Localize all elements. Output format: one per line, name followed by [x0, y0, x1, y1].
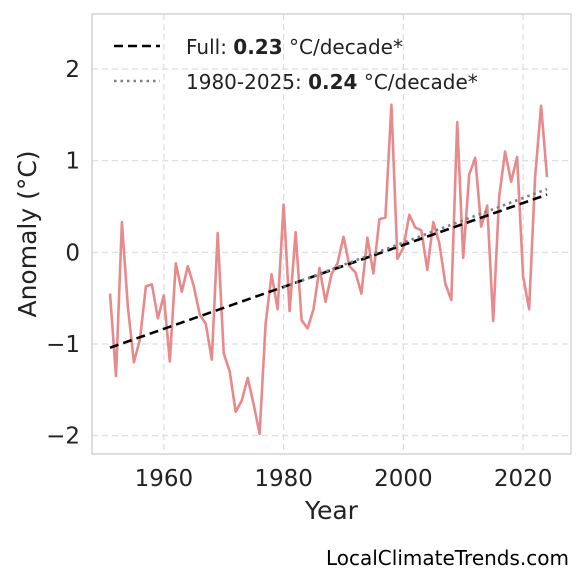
x-tick-label: 1980: [254, 466, 313, 492]
y-axis-title: Anomaly (°C): [13, 150, 42, 317]
series-layer: [108, 103, 549, 436]
x-tick-label: 2000: [374, 466, 433, 492]
chart: 1960 1980 2000 2020 −2 −1 0 1 2 Year Anomaly (°C…: [13, 13, 572, 525]
legend: Full: 0.23 °C/decade* 1980-2025: 0.24 °C…: [114, 35, 478, 94]
footer-credit: LocalClimateTrends.com: [325, 546, 569, 570]
grid-lines: [92, 14, 571, 454]
legend-full-unit: °C/decade*: [289, 35, 403, 59]
legend-recent-name: 1980-2025:: [186, 70, 302, 94]
x-tick-label: 1960: [135, 466, 194, 492]
legend-entry-recent: 1980-2025: 0.24 °C/decade*: [186, 70, 478, 94]
x-axis-title: Year: [304, 496, 359, 525]
y-tick-label: 2: [65, 57, 80, 83]
plot-frame: [91, 13, 572, 455]
legend-full-rate: 0.23: [233, 35, 282, 59]
legend-entry-full: Full: 0.23 °C/decade*: [186, 35, 403, 59]
y-tick-label: −1: [46, 332, 80, 358]
anomaly-line: [108, 103, 549, 436]
y-tick-label: −2: [46, 424, 80, 450]
legend-recent-unit: °C/decade*: [364, 70, 478, 94]
tick-labels: 1960 1980 2000 2020 −2 −1 0 1 2: [46, 57, 552, 492]
legend-full-name: Full:: [186, 35, 227, 59]
y-tick-label: 0: [65, 240, 80, 266]
trend-line-1980-2025: [283, 187, 548, 289]
y-tick-label: 1: [65, 149, 80, 175]
legend-recent-rate: 0.24: [308, 70, 357, 94]
x-tick-label: 2020: [494, 466, 553, 492]
